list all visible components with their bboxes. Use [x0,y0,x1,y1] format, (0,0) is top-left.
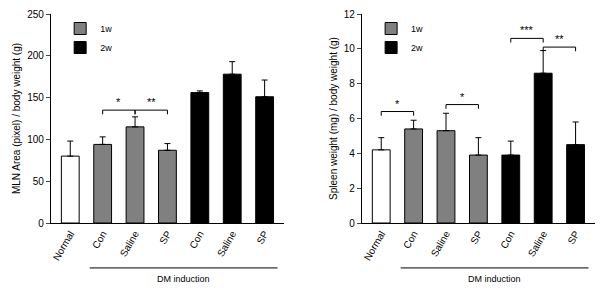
svg-text:250: 250 [27,9,44,20]
svg-text:12: 12 [344,9,356,20]
svg-text:Saline: Saline [526,229,550,259]
svg-text:Saline: Saline [215,229,239,259]
svg-text:4: 4 [349,148,355,159]
svg-text:Normal: Normal [51,229,77,262]
svg-text:0: 0 [38,218,44,229]
svg-text:Con: Con [90,229,109,250]
svg-text:*: * [116,96,121,108]
svg-text:2w: 2w [411,43,423,53]
svg-text:*: * [460,91,465,103]
svg-text:**: ** [147,96,156,108]
svg-text:*: * [395,98,400,110]
svg-text:150: 150 [27,92,44,103]
svg-text:DM induction: DM induction [468,274,521,284]
svg-text:10: 10 [344,43,356,54]
svg-text:Spleen weight (mg) / body weig: Spleen weight (mg) / body weight (g) [328,37,339,200]
svg-text:6: 6 [349,113,355,124]
svg-text:100: 100 [27,134,44,145]
svg-text:Saline: Saline [429,229,453,259]
svg-text:Saline: Saline [118,229,142,259]
svg-text:1w: 1w [411,24,423,34]
svg-text:50: 50 [33,176,45,187]
svg-text:MLN Area (pixel) / body weight: MLN Area (pixel) / body weight (g) [11,43,22,194]
svg-text:Normal: Normal [362,229,388,262]
svg-text:DM induction: DM induction [157,274,210,284]
svg-text:1w: 1w [100,24,112,34]
svg-text:200: 200 [27,50,44,61]
svg-text:0: 0 [349,218,355,229]
svg-text:Con: Con [401,229,420,250]
svg-text:8: 8 [349,78,355,89]
svg-text:**: ** [555,33,564,45]
svg-text:SP: SP [157,229,173,246]
svg-text:SP: SP [468,229,484,246]
svg-text:***: *** [520,24,534,36]
svg-text:Con: Con [498,229,517,250]
svg-text:Con: Con [187,229,206,250]
svg-text:SP: SP [565,229,581,246]
svg-text:SP: SP [254,229,270,246]
svg-text:2: 2 [349,183,355,194]
svg-text:2w: 2w [100,43,112,53]
